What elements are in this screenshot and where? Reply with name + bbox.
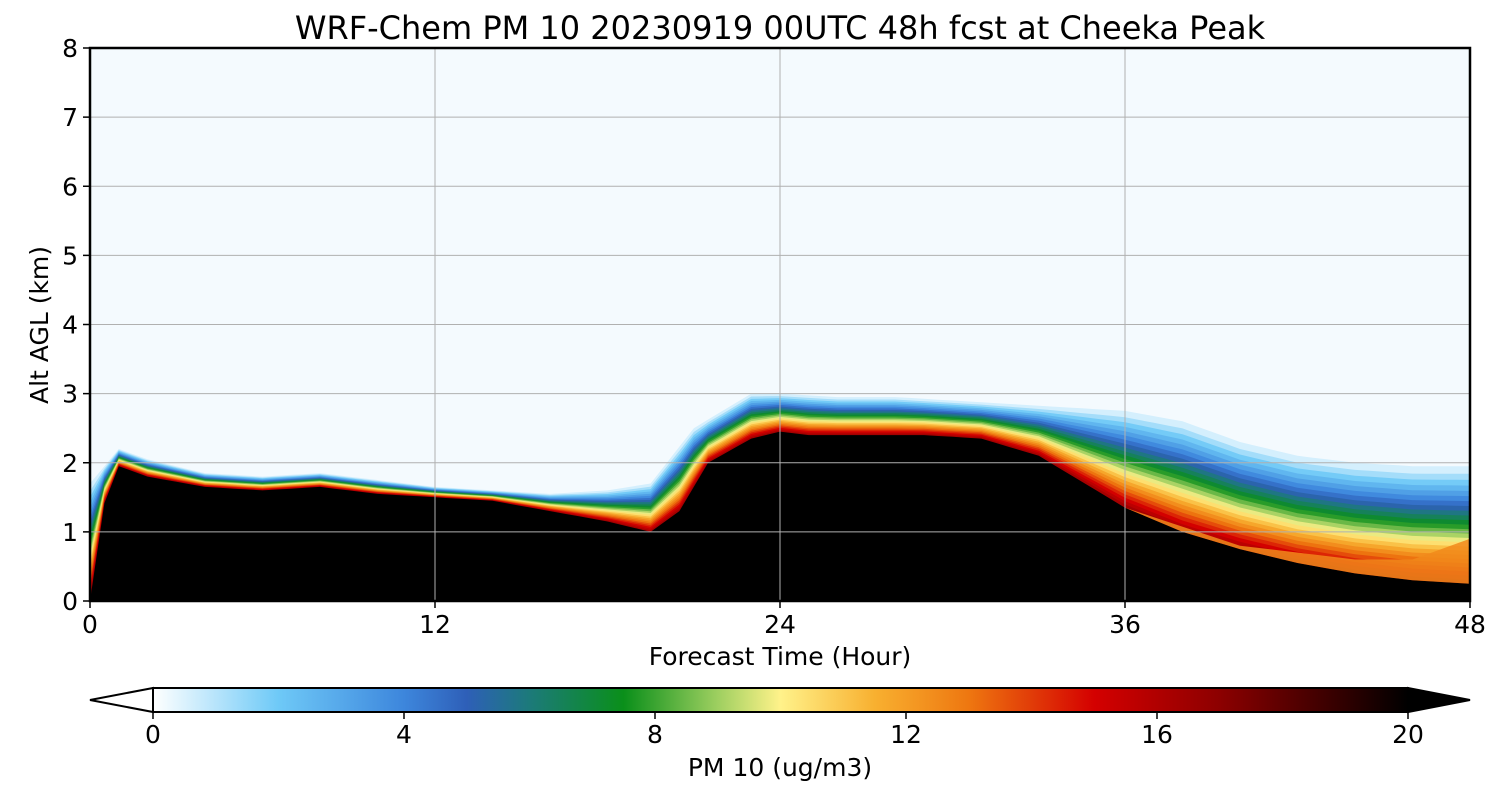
x-tick-label: 12 <box>419 610 451 639</box>
x-axis-ticks: 0 12 24 36 48 <box>82 601 1486 639</box>
pm10-low-level-plume <box>1125 507 1470 584</box>
y-tick-label: 3 <box>62 380 78 409</box>
colorbar-label: PM 10 (ug/m3) <box>688 753 872 782</box>
colorbar-tick-label: 12 <box>890 720 922 749</box>
x-tick-label: 0 <box>82 610 98 639</box>
y-tick-label: 7 <box>62 103 78 132</box>
colorbar-tick-label: 8 <box>647 720 663 749</box>
y-axis-label: Alt AGL (km) <box>25 246 54 404</box>
y-tick-label: 4 <box>62 311 78 340</box>
colorbar-extend-low <box>89 686 154 714</box>
colorbar-tick-label: 20 <box>1392 720 1424 749</box>
colorbar-tick-label: 0 <box>145 720 161 749</box>
x-tick-label: 48 <box>1454 610 1486 639</box>
y-tick-label: 1 <box>62 518 78 547</box>
y-tick-label: 8 <box>62 34 78 63</box>
colorbar-body <box>152 687 1409 713</box>
y-tick-label: 5 <box>62 241 78 270</box>
colorbar-tick-label: 16 <box>1141 720 1173 749</box>
y-tick-label: 0 <box>62 587 78 616</box>
colorbar-tick-label: 4 <box>396 720 412 749</box>
colorbar: 0 4 8 12 16 20 PM 10 (ug/m3) <box>89 686 1471 782</box>
y-tick-label: 6 <box>62 172 78 201</box>
x-axis-label: Forecast Time (Hour) <box>649 642 912 671</box>
colorbar-ticks: 0 4 8 12 16 20 <box>145 712 1424 749</box>
y-tick-label: 2 <box>62 449 78 478</box>
y-axis-ticks: 0 1 2 3 4 5 6 7 8 <box>62 34 90 616</box>
colorbar-extend-high <box>1407 686 1471 714</box>
x-tick-label: 24 <box>764 610 796 639</box>
chart-title: WRF-Chem PM 10 20230919 00UTC 48h fcst a… <box>295 9 1266 47</box>
x-tick-label: 36 <box>1109 610 1141 639</box>
